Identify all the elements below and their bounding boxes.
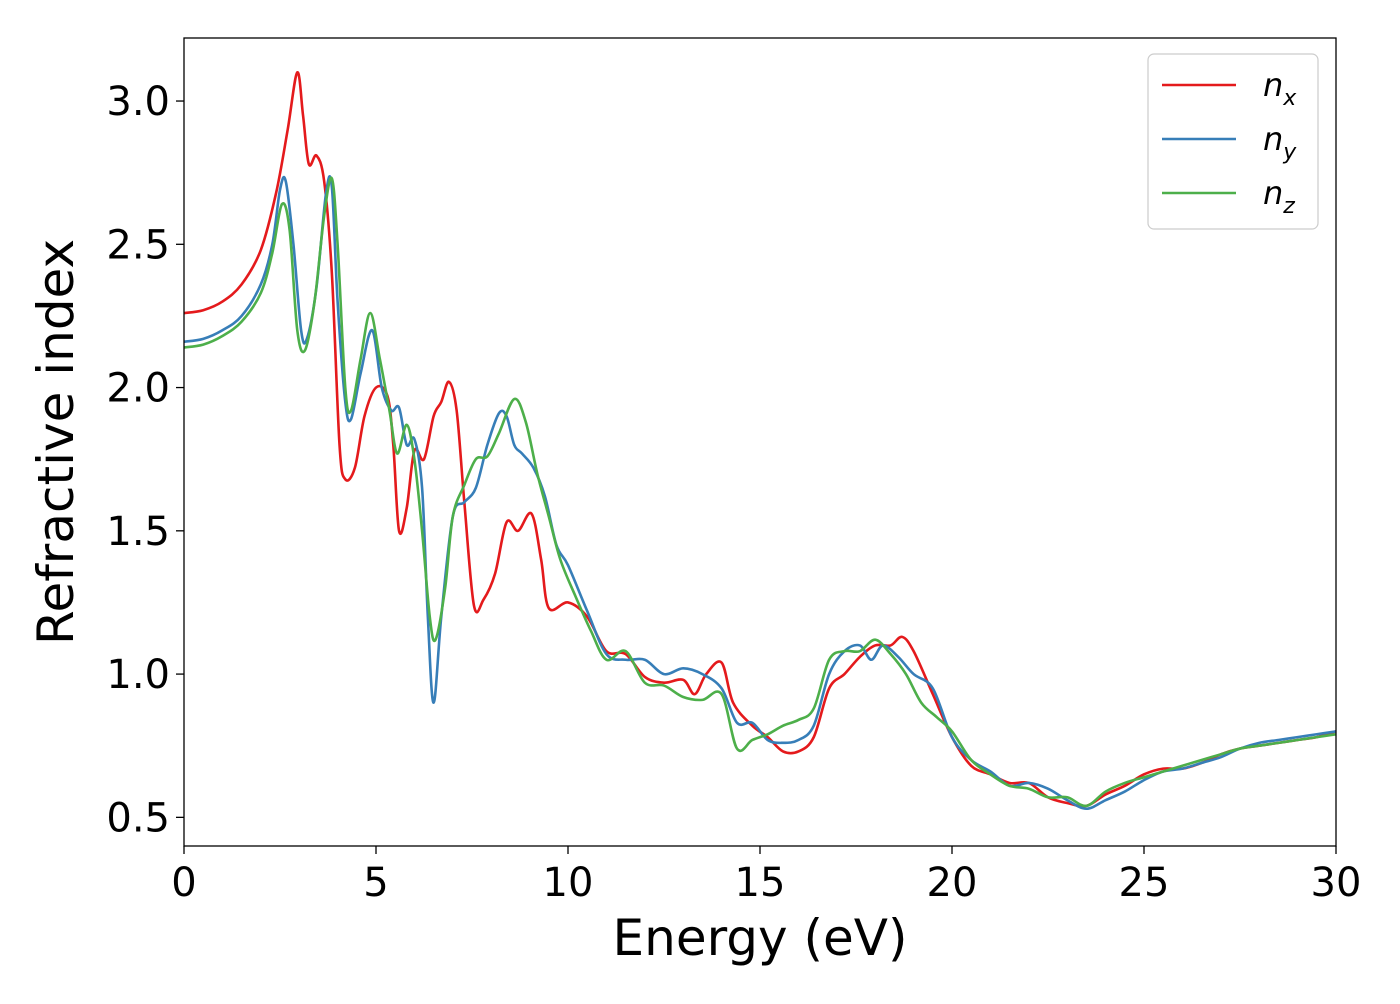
legend-label-x: nx [1263,66,1297,111]
y-tick-label: 3.0 [106,79,170,125]
y-axis-label: Refractive index [27,239,85,645]
series-layer [184,71,1336,811]
x-tick-label: 30 [1311,860,1362,906]
series-line-n-z [184,176,1336,808]
series-line-n-y [184,175,1336,811]
legend-label-subscript: z [1282,194,1295,219]
x-tick-label: 20 [927,860,978,906]
legend-label-z: nz [1263,174,1295,219]
legend-label-subscript: y [1282,140,1297,165]
legend-label-base: n [1263,120,1283,158]
x-axis: 0 5 10 15 20 25 30 [171,846,1361,906]
x-tick-label: 15 [735,860,786,906]
legend-label-base: n [1263,174,1283,212]
x-tick-label: 0 [171,860,196,906]
y-tick-label: 2.0 [106,366,170,412]
legend-label-subscript: x [1282,86,1297,111]
x-tick-label: 5 [363,860,388,906]
y-tick-label: 1.5 [106,509,170,555]
legend-label-y: ny [1263,120,1297,165]
x-axis-label: Energy (eV) [613,909,908,967]
y-tick-label: 1.0 [106,652,170,698]
y-axis: 0.5 1.0 1.5 2.0 2.5 3.0 [106,79,184,841]
x-tick-label: 25 [1119,860,1170,906]
legend-box [1147,53,1319,230]
legend-label-base: n [1263,66,1283,104]
y-tick-label: 0.5 [106,795,170,841]
y-tick-label: 2.5 [106,222,170,268]
x-tick-label: 10 [543,860,594,906]
